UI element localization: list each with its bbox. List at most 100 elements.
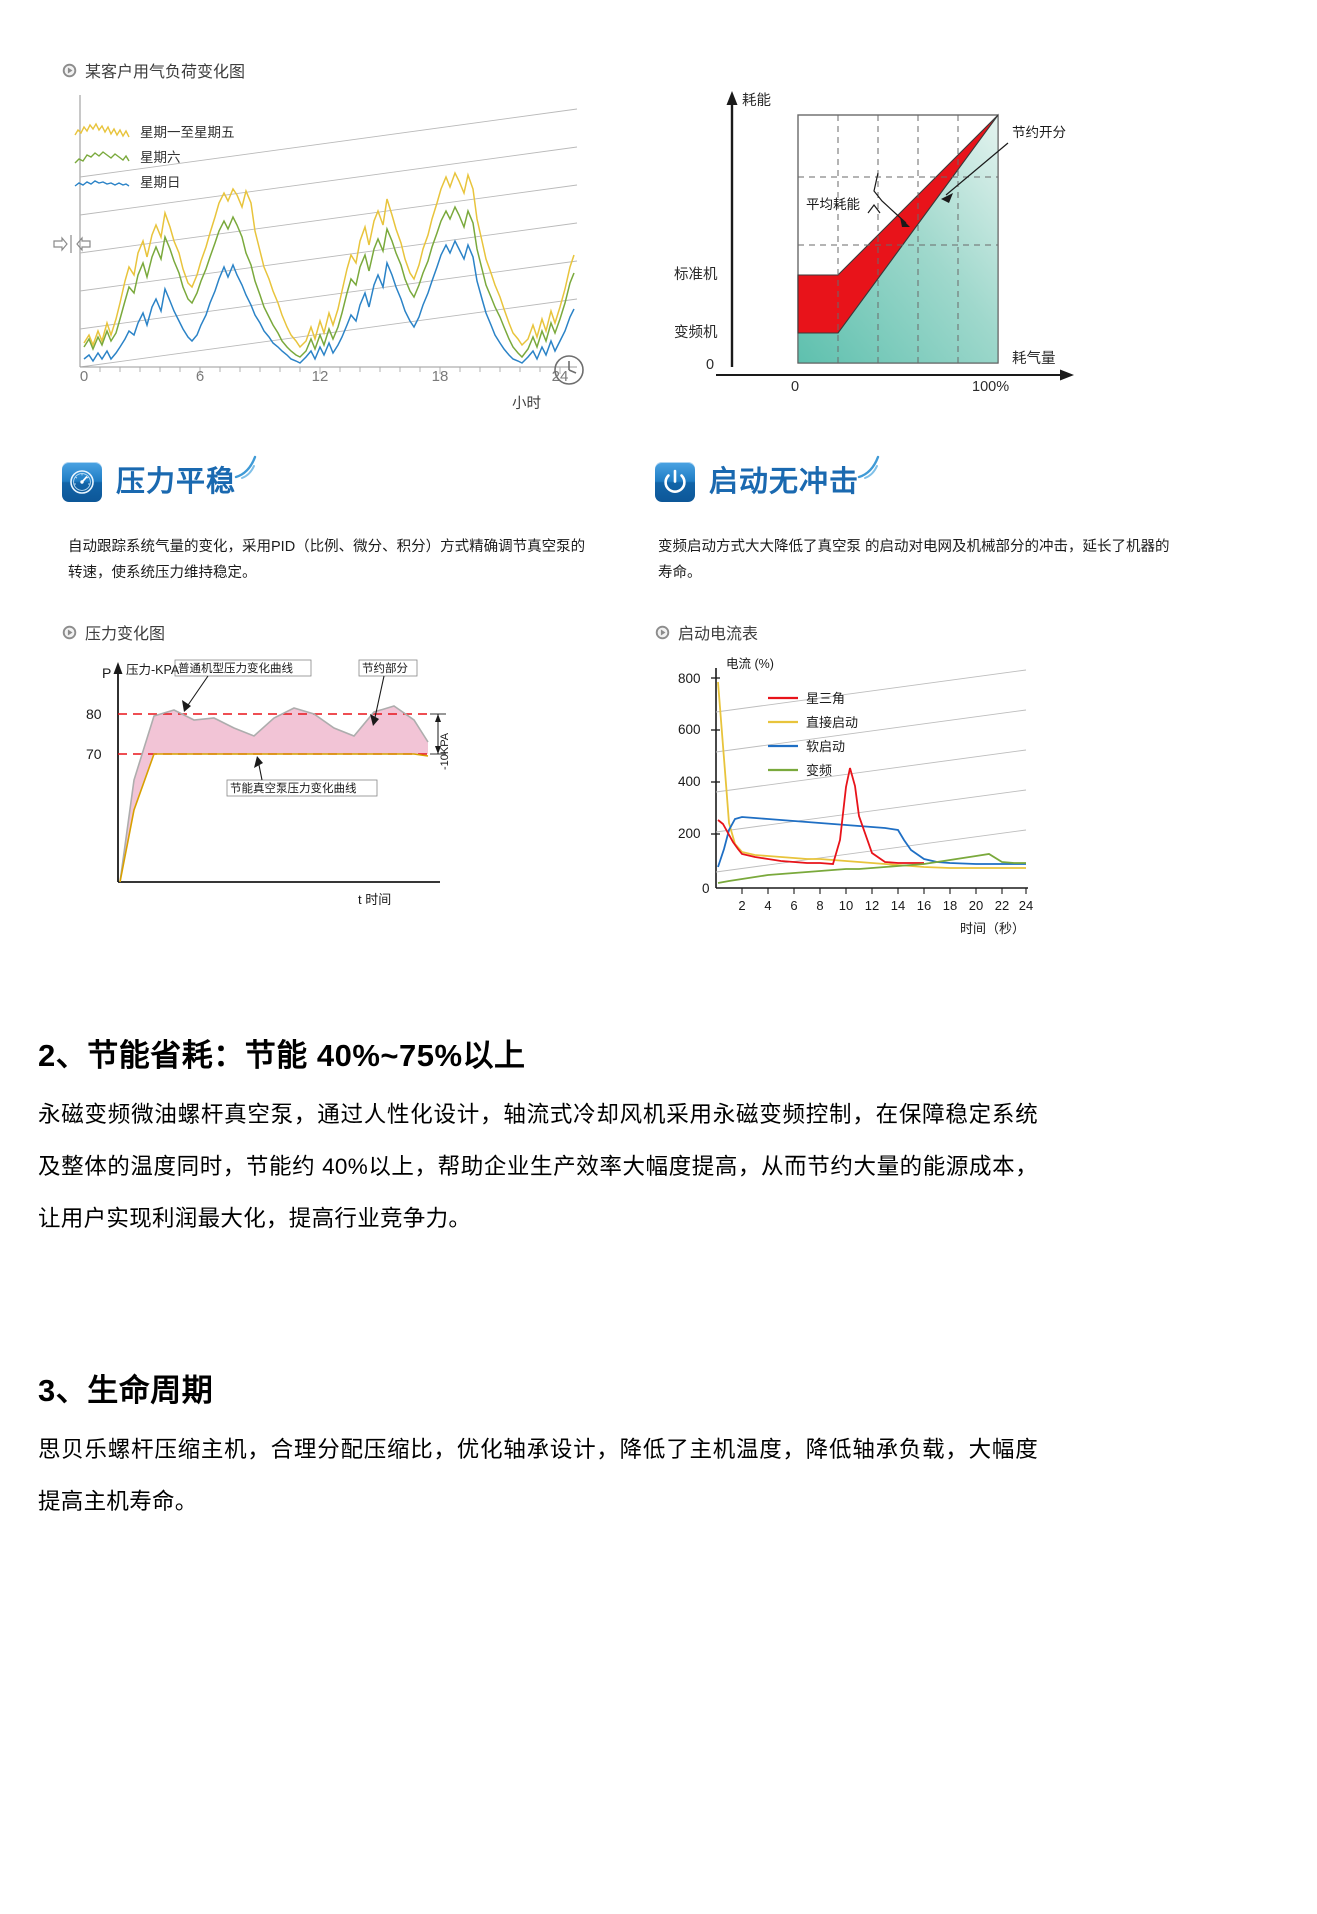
annotation-saving-curve: 节能真空泵压力变化曲线 [230, 781, 357, 795]
series-line-soft-start [717, 816, 1026, 868]
signal-arc-icon [234, 455, 257, 479]
signal-arc-icon [857, 455, 880, 479]
energy-ytick-inverter: 变频机 [674, 324, 718, 341]
pressure-variation-chart: P 压力-KPA t 时间 80 70 普通机型压力变化曲线 节约部分 节能真空… [86, 659, 451, 907]
legend-label: 星期日 [140, 174, 181, 190]
play-circle-icon [62, 63, 77, 77]
legend-label: 星三角 [806, 691, 845, 706]
annotation-delta-kpa: -10KPA [439, 732, 451, 770]
sparkline-icon [74, 179, 130, 187]
feature-title: 启动无冲击 [709, 455, 880, 502]
load-chart-xticks: 0 6 12 18 24 [62, 368, 582, 390]
series-line-saving [119, 753, 429, 883]
xtick: 6 [195, 368, 205, 385]
current-ytick: 0 [702, 881, 710, 896]
current-chart-title-text: 启动电流表 [678, 626, 759, 643]
energy-xtick-full: 100% [972, 379, 1009, 395]
current-chart-title: 启动电流表 [655, 620, 758, 644]
section-life-cycle: 3、生命周期 思贝乐螺杆压缩主机，合理分配压缩比，优化轴承设计，降低了主机温度，… [38, 1365, 1038, 1528]
pressure-ytick-80: 80 [86, 706, 102, 722]
xtick: 12 [311, 368, 329, 385]
pressure-chart-title-text: 压力变化图 [85, 626, 166, 643]
pressure-ytick-70: 70 [86, 746, 102, 762]
feature-header-startup: 启动无冲击 [655, 455, 880, 502]
current-xaxis-label: 时间（秒） [960, 921, 1025, 936]
sparkline-icon [74, 150, 130, 163]
feature-body-startup: 变频启动方式大大降低了真空泵 的启动对电网及机械部分的冲击，延长了机器的寿命。 [658, 539, 1170, 581]
current-xtick: 20 [969, 898, 983, 913]
legend-label: 直接启动 [806, 715, 858, 730]
pressure-yaxis-label: 压力-KPA [126, 663, 180, 677]
play-circle-icon [62, 625, 77, 639]
energy-xtick-zero: 0 [791, 379, 799, 395]
current-ytick: 800 [678, 671, 701, 686]
series-line-sunday [83, 239, 575, 364]
current-yaxis-label: 电流 (%) [726, 657, 774, 671]
legend-item: 星期一至星期五 [74, 118, 244, 143]
annotation-ordinary-curve: 普通机型压力变化曲线 [178, 661, 293, 675]
energy-xaxis-label: 耗气量 [1012, 350, 1056, 367]
annotation-saving-part: 节约部分 [362, 661, 408, 675]
current-xtick: 4 [764, 898, 771, 913]
section-paragraph: 思贝乐螺杆压缩主机，合理分配压缩比，优化轴承设计，降低了主机温度，降低轴承负载，… [38, 1437, 1038, 1514]
current-xtick: 22 [995, 898, 1009, 913]
startup-current-chart: 电流 (%) 800 600 400 200 0 2 4 6 8 10 12 [678, 657, 1033, 936]
xtick: 18 [431, 368, 449, 385]
load-chart-legend: 星期一至星期五 星期六 星期日 [74, 118, 244, 193]
series-line-weekday [83, 171, 575, 349]
pressure-yaxis-symbol: P [102, 665, 111, 681]
current-ytick: 600 [678, 722, 701, 737]
feature-header-pressure: 压力平稳 [62, 455, 257, 502]
legend-item: 星期六 [74, 143, 244, 168]
current-xtick: 2 [738, 898, 745, 913]
pressure-chart-title: 压力变化图 [62, 620, 165, 644]
gas-load-chart [79, 95, 578, 374]
current-xtick: 16 [917, 898, 931, 913]
load-chart-xaxis-label: 小时 [512, 396, 541, 412]
energy-ytick-zero: 0 [706, 357, 714, 373]
series-line-direct-start [717, 681, 1026, 869]
current-xtick: 24 [1019, 898, 1033, 913]
legend-label: 变频 [806, 763, 832, 778]
legend-label: 星期一至星期五 [140, 124, 235, 140]
gauge-icon [62, 462, 102, 502]
play-circle-icon [655, 625, 670, 639]
current-ytick: 400 [678, 774, 701, 789]
series-line-inverter [717, 853, 1026, 884]
current-xtick: 18 [943, 898, 957, 913]
current-xtick: 10 [839, 898, 853, 913]
load-chart-title-text: 某客户用气负荷变化图 [85, 64, 246, 81]
sparkline-icon [74, 122, 130, 137]
gas-flow-icon [53, 235, 91, 253]
series-line-saturday [83, 205, 575, 359]
current-ytick: 200 [678, 826, 701, 841]
feature-body-pressure: 自动跟踪系统气量的变化，采用PID（比例、微分、积分）方式精确调节真空泵的转速，… [68, 539, 586, 581]
xtick: 0 [79, 368, 89, 385]
current-chart-legend: 星三角 直接启动 软启动 变频 [768, 691, 858, 778]
legend-label: 星期六 [140, 149, 181, 165]
pressure-xaxis-label: t 时间 [358, 892, 391, 907]
current-xtick: 12 [865, 898, 879, 913]
pressure-saving-band [120, 706, 428, 882]
legend-label: 软启动 [806, 739, 845, 754]
energy-consumption-chart: 耗能 耗气量 平均耗能 节约开分 标准机 变频机 0 [674, 91, 1074, 395]
section-energy-saving: 2、节能省耗：节能 40%~75%以上 永磁变频微油螺杆真空泵，通过人性化设计，… [38, 1030, 1038, 1245]
legend-item: 星期日 [74, 168, 244, 193]
annotation-saving-part: 节约开分 [1012, 125, 1066, 140]
series-line-ordinary [119, 705, 429, 883]
section-heading: 2、节能省耗：节能 40%~75%以上 [38, 1038, 526, 1073]
load-chart-title: 某客户用气负荷变化图 [62, 58, 245, 82]
energy-yaxis-label: 耗能 [742, 92, 771, 109]
section-heading: 3、生命周期 [38, 1373, 214, 1408]
top-charts-row: 某客户用气负荷变化图 [0, 0, 1317, 430]
annotation-average-consumption: 平均耗能 [806, 197, 860, 212]
series-line-star-delta [717, 767, 924, 865]
current-xtick: 6 [790, 898, 797, 913]
clock-icon [554, 355, 584, 385]
power-icon [655, 462, 695, 502]
current-xtick: 14 [891, 898, 905, 913]
feature-title: 压力平稳 [116, 455, 257, 502]
energy-ytick-standard: 标准机 [674, 266, 718, 283]
current-xtick: 8 [816, 898, 823, 913]
section-paragraph: 永磁变频微油螺杆真空泵，通过人性化设计，轴流式冷却风机采用永磁变频控制，在保障稳… [38, 1102, 1038, 1231]
